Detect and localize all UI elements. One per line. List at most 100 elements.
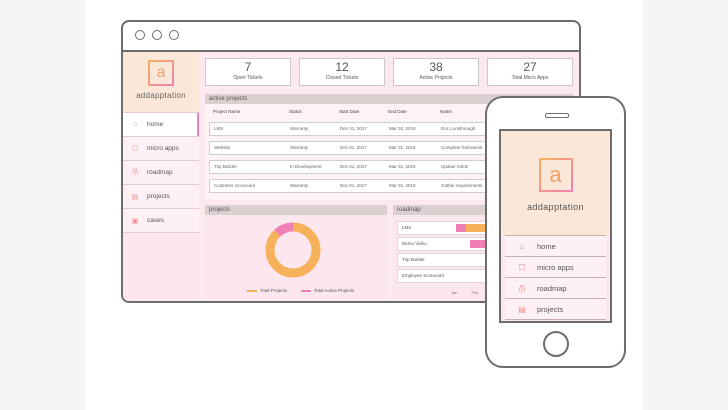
table-cell: Warranty (290, 145, 309, 150)
table-row[interactable]: Customer Scorecard Warranty Dec 01, 2017… (209, 179, 569, 193)
clipboard-icon: ▤ (131, 193, 139, 201)
legend-swatch (247, 289, 257, 292)
sidebar-item-label: micro apps (147, 145, 179, 152)
table-cell: Dec 01, 2017 (340, 183, 367, 188)
table-cell: Warranty (290, 183, 309, 188)
table-cell: Mar 02, 2018 (389, 164, 416, 169)
stat-card-active-projects[interactable]: 38 Active Projects (393, 58, 479, 86)
panel-title: projects (205, 205, 387, 215)
table-row[interactable]: LMS Warranty Dec 01, 2017 Mar 02, 2018 D… (209, 122, 569, 136)
mobile-nav-label: roadmap (537, 283, 567, 293)
mobile-nav-item-micro-apps[interactable]: ☐ micro apps (505, 257, 606, 278)
stat-label: Open Tickets (233, 75, 263, 81)
roadmap-axis-tick: Feb (471, 290, 479, 295)
phone-home-button[interactable] (543, 331, 569, 357)
table-cell: LMS (214, 126, 224, 131)
sidebar-item-roadmap[interactable]: /|\ roadmap (123, 161, 199, 185)
phone-device: a addapptation ⌂ home ☐ micro apps /|\ r… (485, 96, 626, 368)
column-header[interactable]: Project Name (213, 109, 241, 114)
legend-item-active-projects: Total Active Projects (301, 288, 354, 293)
home-icon: ⌂ (519, 241, 525, 251)
mobile-nav-label: home (537, 241, 556, 251)
window-close-dot[interactable] (135, 30, 145, 40)
stat-value: 7 (244, 60, 252, 74)
mobile-brand-logo[interactable]: a (538, 158, 573, 192)
stat-label: Total Micro Apps (511, 75, 549, 81)
column-header[interactable]: Notes (440, 109, 452, 114)
table-cell: Trip Builder (214, 164, 237, 169)
sidebar-item-cases[interactable]: ▣ cases (123, 209, 199, 233)
table-cell: Customer Scorecard (214, 183, 256, 188)
clipboard-icon: ▤ (518, 304, 526, 314)
brand-block: a addapptation (123, 52, 199, 112)
stat-card-micro-apps[interactable]: 27 Total Micro Apps (487, 58, 573, 86)
roadmap-axis-tick: Jan (451, 290, 458, 295)
road-icon: /|\ (132, 169, 138, 176)
home-icon: ⌂ (132, 121, 138, 128)
roadmap-bar (466, 224, 496, 232)
stat-label: Active Projects (419, 75, 453, 81)
road-icon: /|\ (518, 283, 526, 293)
column-header[interactable]: Status (289, 109, 302, 114)
legend-label: Total Projects (260, 288, 288, 293)
roadmap-row-label: Employee Scorecard (402, 273, 444, 278)
brand-logo[interactable]: a (148, 60, 174, 86)
window-minimize-dot[interactable] (152, 30, 162, 40)
browser-title-bar (123, 22, 579, 52)
legend-swatch (301, 289, 312, 292)
donut-slice-1[interactable] (265, 222, 321, 278)
table-cell: Dec 01, 2017 (340, 145, 367, 150)
sidebar-item-label: roadmap (147, 169, 173, 176)
legend-item-total-projects: Total Projects (247, 288, 287, 293)
table-cell: In Development (290, 164, 322, 169)
table-cell: Warranty (290, 126, 309, 131)
stat-value: 38 (429, 60, 443, 74)
mobile-nav-label: micro apps (537, 262, 574, 272)
phone-screen: a addapptation ⌂ home ☐ micro apps /|\ r… (499, 129, 612, 323)
square-icon: ☐ (131, 145, 139, 153)
table-cell: Dec 01, 2017 (340, 164, 367, 169)
sidebar-item-label: projects (147, 193, 170, 200)
table-row[interactable]: Website Warranty Dec 01, 2017 Mar 02, 20… (209, 141, 569, 155)
table-cell: Gather requirements (441, 183, 483, 188)
mobile-brand-block: a addapptation (501, 131, 610, 235)
roadmap-axis: Jan Feb (451, 290, 478, 295)
case-icon: ▣ (131, 217, 139, 225)
mobile-nav-item-projects[interactable]: ▤ projects (505, 299, 606, 320)
sidebar: a addapptation ⌂ home ☐ micro apps /|\ r… (123, 52, 199, 301)
mobile-nav-item-roadmap[interactable]: /|\ roadmap (505, 278, 606, 299)
mobile-nav: ⌂ home ☐ micro apps /|\ roadmap ▤ projec… (501, 235, 610, 320)
stat-card-open-tickets[interactable]: 7 Open Tickets (205, 58, 291, 86)
roadmap-row-label: Demo Video (402, 241, 427, 246)
logo-letter: a (549, 162, 562, 187)
logo-letter: a (156, 64, 166, 81)
projects-panel: projects Total Projects Total Active Pro… (205, 205, 387, 301)
legend-label: Total Active Projects (314, 288, 355, 293)
window-maximize-dot[interactable] (169, 30, 179, 40)
stat-card-closed-tickets[interactable]: 12 Closed Tickets (299, 58, 385, 86)
sidebar-item-label: home (147, 121, 164, 128)
column-header[interactable]: Start Date (339, 109, 360, 114)
square-icon: ☐ (518, 262, 526, 272)
stats-row: 7 Open Tickets 12 Closed Tickets 38 Acti… (205, 58, 573, 86)
table-cell: Complete framework (441, 145, 483, 150)
panel-title: roadmap (393, 205, 573, 215)
mobile-brand-name: addapptation (527, 202, 584, 212)
table-cell: Dec 01, 2017 (340, 126, 367, 131)
column-header[interactable]: End Date (388, 109, 407, 114)
mobile-nav-item-home[interactable]: ⌂ home (505, 235, 606, 257)
table-header: Project Name Status Start Date End Date … (205, 107, 573, 117)
sidebar-item-projects[interactable]: ▤ projects (123, 185, 199, 209)
sidebar-item-home[interactable]: ⌂ home (123, 113, 199, 137)
table-cell: Website (214, 145, 231, 150)
table-cell: Mar 02, 2018 (389, 145, 416, 150)
roadmap-bar (456, 224, 466, 232)
sidebar-nav: ⌂ home ☐ micro apps /|\ roadmap ▤ projec… (123, 112, 199, 233)
sidebar-item-label: cases (147, 217, 164, 224)
table-cell: Doc Lookthrough (441, 126, 476, 131)
donut-slice-0[interactable] (265, 222, 321, 278)
sidebar-item-micro-apps[interactable]: ☐ micro apps (123, 137, 199, 161)
roadmap-row-label: Trip Builder (402, 257, 425, 262)
table-row[interactable]: Trip Builder In Development Dec 01, 2017… (209, 160, 569, 174)
mobile-nav-label: projects (537, 304, 564, 314)
